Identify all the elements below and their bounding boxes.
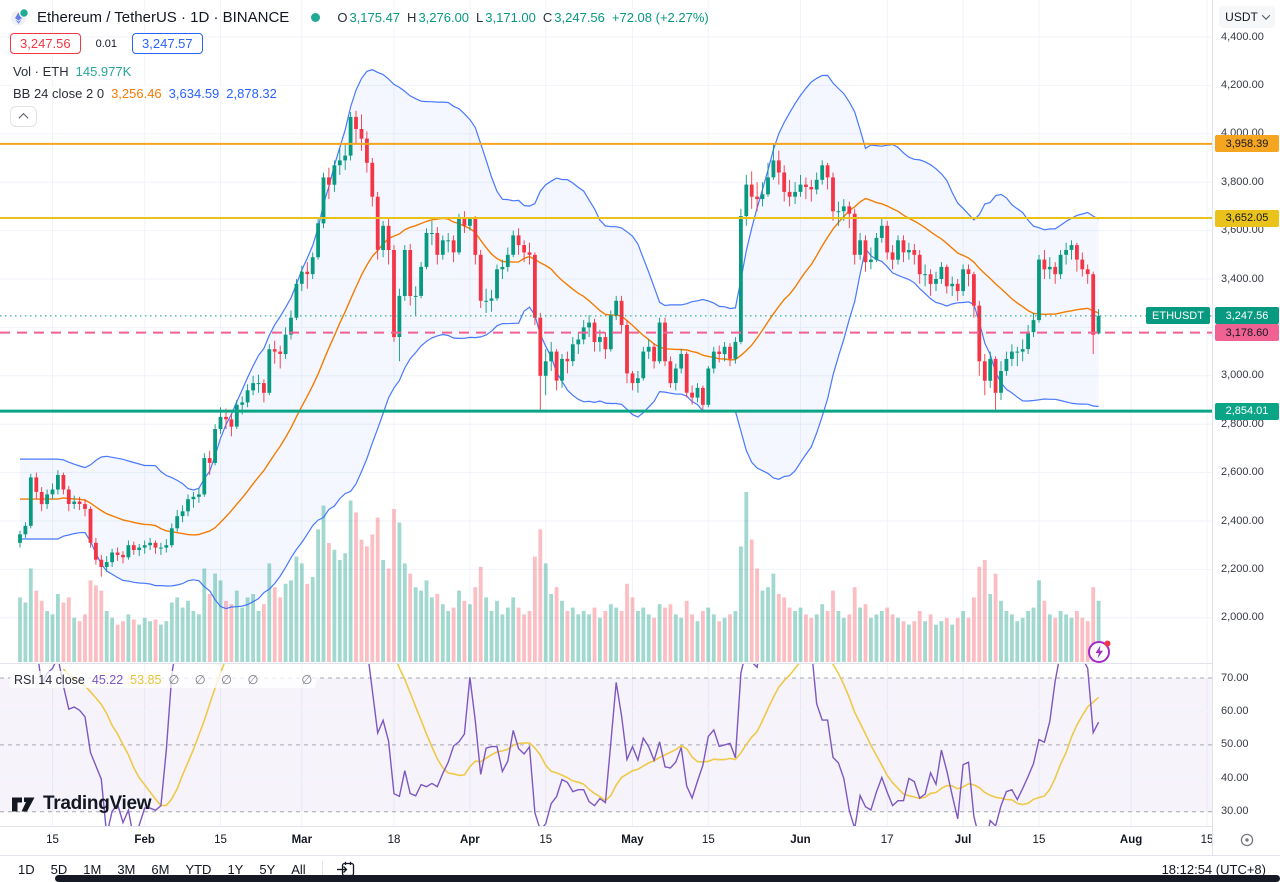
bb-legend-row[interactable]: BB 24 close 2 0 3,256.46 3,634.59 2,878.…: [10, 85, 280, 102]
level-price-tag: 3,958.39: [1215, 135, 1279, 153]
rsi-tick: 50.00: [1221, 738, 1249, 751]
time-tick: 15: [46, 834, 59, 846]
rsi-empty-value-far: ∅: [301, 673, 313, 687]
time-tick: 15: [214, 834, 227, 846]
bb-lower-value: 2,878.32: [226, 86, 277, 101]
level-price-tag: 3,652.05: [1215, 209, 1279, 227]
price-axis[interactable]: USDT 4,400.00 4,200.00 4,000.00 3,800.00 3,6…: [1212, 0, 1280, 855]
volume-value: 145.977K: [75, 64, 132, 79]
bb-label: BB 24 close 2 0: [13, 86, 105, 101]
price-tick: 4,400.00: [1221, 30, 1264, 43]
symbol-logo-icon: [10, 8, 29, 27]
price-tick: 2,400.00: [1221, 514, 1264, 527]
rsi-tick: 30.00: [1221, 805, 1249, 818]
time-tick: 15: [1200, 834, 1214, 846]
bb-upper-value: 3,634.59: [168, 86, 220, 101]
buy-button[interactable]: 3,247.57: [132, 33, 203, 54]
toolbar-divider: [321, 861, 323, 877]
price-tick: 3,400.00: [1221, 272, 1264, 285]
rsi-label: RSI 14 close: [14, 672, 85, 687]
time-axis[interactable]: 15 Feb 15 Mar 18 Apr 15 May 15 Jun 17 Jul 15 Aug 15: [0, 827, 1214, 855]
tradingview-watermark: TradingView: [12, 793, 152, 815]
time-tick: Feb: [134, 834, 155, 846]
price-tick: 2,000.00: [1221, 611, 1264, 624]
range-button-6m[interactable]: 6M: [151, 861, 170, 877]
boost-lightning-icon[interactable]: [1086, 637, 1114, 670]
range-button-ytd[interactable]: YTD: [185, 861, 212, 877]
ohlc-values: O 3,175.47 H 3,276.00 L 3,171.00 C 3,247.56 …: [334, 9, 712, 26]
axis-separator: [0, 826, 1212, 827]
price-tick: 3,000.00: [1221, 369, 1264, 382]
bb-basis-value: 3,256.46: [111, 86, 162, 101]
level-price-tag: 2,854.01: [1215, 402, 1279, 420]
range-button-1d[interactable]: 1D: [18, 861, 35, 877]
rsi-tick: 70.00: [1221, 671, 1249, 684]
time-tick: 15: [1032, 834, 1046, 846]
high-value: 3,276.00: [418, 10, 470, 25]
range-button-all[interactable]: All: [291, 861, 306, 877]
currency-dropdown[interactable]: USDT: [1219, 6, 1275, 28]
time-tick: Aug: [1119, 834, 1143, 846]
rsi-chart-canvas[interactable]: [0, 664, 1212, 827]
spread-value: 0.01: [95, 37, 118, 50]
chevron-down-icon: [1261, 11, 1271, 20]
time-tick: May: [621, 834, 644, 846]
price-tick: 2,600.00: [1221, 466, 1264, 479]
tradingview-logo-icon: [12, 797, 36, 812]
clock[interactable]: 18:12:54 (UTC+8): [1161, 861, 1266, 877]
range-button-3m[interactable]: 3M: [117, 861, 136, 877]
time-tick: Apr: [459, 834, 480, 846]
price-tick: 3,600.00: [1221, 224, 1264, 237]
main-chart-canvas[interactable]: [0, 0, 1212, 663]
rsi-tick: 60.00: [1221, 704, 1249, 717]
change-value: +72.08 (+2.27%): [611, 10, 709, 25]
sell-button[interactable]: 3,247.56: [10, 33, 81, 54]
rsi-value: 45.22: [91, 672, 124, 687]
close-value: 3,247.56: [554, 10, 605, 25]
low-value: 3,171.00: [485, 10, 536, 25]
volume-label: Vol · ETH: [13, 64, 69, 79]
go-to-date-button[interactable]: [331, 861, 362, 878]
price-tick: 4,200.00: [1221, 78, 1264, 91]
bid-ask-row: 3,247.56 0.01 3,247.57: [10, 33, 203, 54]
scale-target-icon[interactable]: [1239, 832, 1255, 853]
last-price-tag: 3,247.56: [1215, 307, 1279, 325]
time-tick: Jul: [954, 834, 972, 846]
symbol-legend-row: Ethereum / TetherUS · 1D · BINANCE O 3,17…: [10, 8, 712, 27]
time-tick: Mar: [291, 834, 313, 846]
market-status-icon[interactable]: [311, 13, 321, 22]
open-value: 3,175.47: [349, 10, 401, 25]
range-button-5d[interactable]: 5D: [50, 861, 68, 877]
price-tick: 3,800.00: [1221, 175, 1264, 188]
calendar-arrow-icon: [336, 861, 354, 876]
rsi-tick: 40.00: [1221, 771, 1249, 784]
price-tick: 2,200.00: [1221, 562, 1264, 575]
range-button-5y[interactable]: 5Y: [259, 861, 276, 877]
time-tick: 18: [387, 834, 401, 846]
symbol-price-tag: ETHUSDT: [1146, 307, 1210, 325]
chevron-up-icon: [18, 112, 29, 123]
level-price-tag: 3,178.60: [1215, 324, 1279, 342]
pane-separator[interactable]: [0, 663, 1212, 664]
time-tick: 15: [701, 834, 715, 846]
rsi-legend-row[interactable]: RSI 14 close 45.22 53.85 ∅ ∅ ∅ ∅ ∅: [10, 671, 317, 688]
volume-legend-row[interactable]: Vol · ETH 145.977K: [10, 63, 135, 80]
time-tick: 15: [539, 834, 553, 846]
range-button-1m[interactable]: 1M: [83, 861, 102, 877]
range-button-1y[interactable]: 1Y: [227, 861, 244, 877]
rsi-ma-value: 53.85: [130, 672, 162, 687]
time-tick: Jun: [790, 834, 811, 846]
time-tick: 17: [880, 834, 894, 846]
collapse-legend-button[interactable]: [10, 106, 37, 127]
symbol-title[interactable]: Ethereum / TetherUS · 1D · BINANCE: [37, 9, 290, 26]
rsi-empty-values: ∅ ∅ ∅ ∅: [168, 673, 265, 687]
price-tick: 2,800.00: [1221, 417, 1264, 430]
dock-bar: [55, 875, 1280, 882]
